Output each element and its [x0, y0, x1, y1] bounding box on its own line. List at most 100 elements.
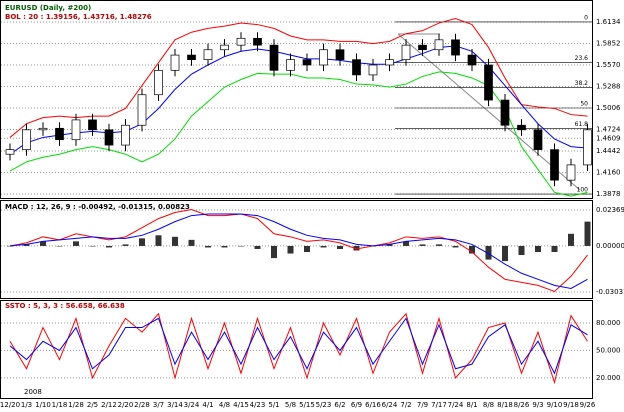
- fib-label: 61.8: [575, 121, 589, 128]
- y-tick-label: 0.00000: [596, 242, 624, 250]
- y-tick-label: 1.5006: [596, 104, 621, 112]
- histogram-bar: [89, 245, 96, 247]
- chart-title: SSTO : 5, 3, 3 : 56.658, 66.638: [5, 302, 125, 310]
- histogram-bar: [584, 221, 591, 246]
- x-tick-label: 2/12: [101, 401, 117, 409]
- histogram-bar: [221, 245, 228, 248]
- histogram-bar: [403, 241, 409, 246]
- fib-label: 0: [584, 14, 588, 21]
- x-tick-label: 8/18: [497, 401, 513, 409]
- x-tick-label: 6/16: [365, 401, 381, 409]
- y-tick-label: 0.02369: [596, 206, 624, 214]
- x-tick-label: 7/2: [400, 401, 411, 409]
- candle-body: [434, 39, 444, 51]
- histogram-bar: [304, 245, 310, 253]
- series-line: [9, 17, 588, 138]
- y-tick-label: 1.4160: [596, 169, 621, 177]
- histogram-bar: [568, 233, 574, 246]
- y-tick-label: 1.4724: [596, 126, 621, 134]
- y-tick-label: 1.5570: [596, 61, 621, 69]
- price-panel: [0, 0, 593, 199]
- histogram-bar: [73, 241, 79, 246]
- candle-body: [286, 59, 295, 71]
- x-tick-label: 5/1: [268, 401, 279, 409]
- candle-body: [368, 64, 378, 76]
- candle-body: [517, 124, 526, 131]
- candle-body: [484, 64, 493, 101]
- histogram-bar: [419, 244, 426, 246]
- x-tick-label: 1/10: [35, 401, 51, 409]
- candle-body: [71, 119, 81, 141]
- candle-body: [401, 44, 411, 61]
- candle-body: [5, 149, 15, 155]
- candle-body: [38, 127, 48, 131]
- candle-body: [187, 54, 196, 61]
- candle-body: [170, 54, 180, 71]
- candle-body: [335, 49, 345, 61]
- candle-body: [22, 129, 31, 150]
- series-line: [9, 213, 588, 289]
- histogram-bar: [271, 245, 277, 259]
- chart-title: EURUSD (Daily, #200): [5, 4, 91, 12]
- x-tick-label: 5/8: [285, 401, 296, 409]
- histogram-bar: [238, 245, 244, 247]
- x-tick-label: 5/15: [299, 401, 315, 409]
- histogram-bar: [139, 238, 145, 246]
- x-tick-label: 7/24: [448, 401, 464, 409]
- histogram-bar: [469, 245, 475, 254]
- fib-label: 38.2: [575, 80, 589, 87]
- y-tick-label: 1.3878: [596, 190, 621, 198]
- candle-body: [451, 39, 460, 56]
- x-tick-label: 7/9: [417, 401, 428, 409]
- histogram-bar: [56, 245, 63, 247]
- histogram-bar: [337, 245, 343, 249]
- x-tick-label: 1/28: [68, 401, 84, 409]
- histogram-bar: [502, 245, 508, 262]
- candle-body: [319, 49, 328, 66]
- x-tick-label: 8/26: [514, 401, 530, 409]
- candle-body: [418, 44, 427, 51]
- x-tick-label: 3/24: [184, 401, 200, 409]
- histogram-bar: [205, 245, 211, 248]
- y-tick-label: 1.4609: [596, 134, 621, 142]
- candle-body: [352, 59, 361, 76]
- candle-body: [55, 127, 64, 141]
- macd-panel: [0, 200, 593, 299]
- histogram-bar: [122, 244, 129, 246]
- trend-line: [397, 33, 581, 191]
- histogram-bar: [386, 244, 393, 246]
- x-tick-label: 3/14: [167, 401, 183, 409]
- y-tick-label: 80.000: [596, 319, 621, 327]
- histogram-bar: [436, 244, 442, 246]
- y-tick-label: 20.000: [596, 374, 621, 382]
- histogram-bar: [7, 245, 13, 247]
- histogram-bar: [320, 245, 327, 248]
- histogram-bar: [287, 245, 294, 254]
- histogram-bar: [518, 245, 525, 256]
- fib-label: 100: [577, 187, 589, 194]
- y-tick-label: 1.4442: [596, 147, 621, 155]
- x-tick-label: 1/3: [21, 401, 32, 409]
- x-tick-label: 1/18: [52, 401, 68, 409]
- x-tick-label: 4/23: [250, 401, 266, 409]
- x-tick-label: 7/17: [431, 401, 447, 409]
- histogram-bar: [353, 245, 360, 251]
- x-tick-label: 3/7: [153, 401, 164, 409]
- histogram-bar: [485, 245, 492, 260]
- candle-body: [302, 59, 312, 66]
- x-tick-label: 9/18: [563, 401, 579, 409]
- x-tick-label: 8/8: [483, 401, 494, 409]
- histogram-bar: [535, 245, 541, 253]
- x-tick-label: 4/8: [219, 401, 230, 409]
- candle-body: [583, 129, 592, 166]
- series-line: [9, 317, 588, 375]
- x-tick-label: 2/5: [87, 401, 98, 409]
- candle-body: [566, 164, 576, 181]
- candle-body: [385, 59, 394, 66]
- histogram-bar: [452, 245, 459, 248]
- x-tick-label: 2/28: [134, 401, 150, 409]
- y-tick-label: -0.03031: [596, 288, 624, 296]
- stoch-panel: [0, 300, 593, 399]
- chart-title: MACD : 12, 26, 9 : -0.00492, -0.01315, 0…: [5, 203, 190, 211]
